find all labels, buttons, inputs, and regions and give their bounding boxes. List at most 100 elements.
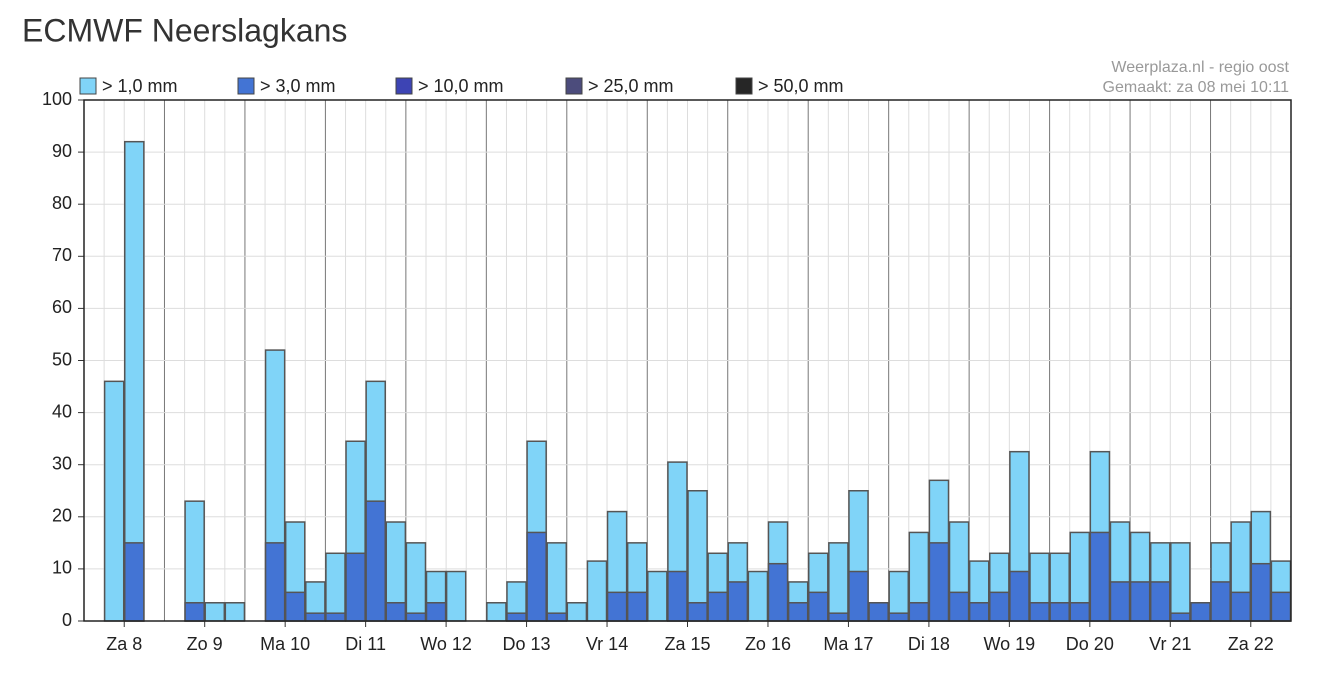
bar	[1170, 542, 1191, 622]
bar	[184, 602, 205, 622]
bar	[687, 490, 708, 622]
bar	[204, 602, 226, 622]
x-tick-label: Wo 19	[984, 634, 1036, 654]
bar	[546, 612, 568, 622]
plot-frame	[83, 99, 1292, 622]
bar	[1250, 562, 1272, 622]
x-tick-label: Vr 21	[1149, 634, 1191, 654]
bar	[284, 591, 306, 622]
y-tick-label: 0	[62, 610, 72, 630]
bar	[1109, 581, 1131, 622]
bar	[928, 542, 950, 622]
y-tick-label: 100	[42, 89, 72, 109]
bar	[767, 562, 789, 622]
bar	[224, 602, 246, 622]
legend-label: > 3,0 mm	[260, 76, 336, 96]
y-tick-label: 50	[52, 349, 72, 369]
x-tick-label: Di 11	[345, 634, 386, 654]
bar	[888, 612, 910, 622]
bar	[868, 602, 889, 622]
bar	[486, 602, 507, 622]
bar	[1149, 581, 1171, 622]
bar	[305, 612, 326, 622]
bar	[1009, 570, 1030, 622]
x-tick-label: Zo 9	[187, 634, 223, 654]
bar	[1230, 591, 1252, 622]
bar	[405, 542, 427, 622]
y-tick-label: 30	[52, 453, 72, 473]
bar	[325, 612, 346, 622]
x-tick-label: Di 18	[908, 634, 950, 654]
y-tick-label: 60	[52, 297, 72, 317]
bar	[566, 602, 588, 622]
bar	[687, 602, 708, 622]
bar	[546, 542, 568, 622]
legend-label: > 1,0 mm	[102, 76, 178, 96]
x-tick-label: Za 15	[664, 634, 710, 654]
bar	[425, 602, 447, 622]
y-tick-label: 40	[52, 401, 72, 421]
x-tick-label: Ma 10	[260, 634, 310, 654]
bar	[1270, 591, 1292, 622]
chart-title: ECMWF Neerslagkans	[22, 12, 347, 48]
bar	[405, 612, 427, 622]
bar	[345, 552, 366, 622]
x-tick-label: Zo 16	[745, 634, 791, 654]
legend-swatch	[565, 77, 583, 95]
bar	[385, 602, 407, 622]
bar	[807, 591, 829, 622]
y-tick-label: 80	[52, 193, 72, 213]
bar	[727, 581, 749, 622]
x-tick-label: Vr 14	[586, 634, 628, 654]
bar	[1170, 612, 1191, 622]
bar	[606, 591, 628, 622]
bar	[123, 542, 145, 622]
bar	[1069, 602, 1091, 622]
y-tick-label: 20	[52, 506, 72, 526]
y-tick-label: 90	[52, 141, 72, 161]
legend-swatch	[735, 77, 753, 95]
bar	[1089, 531, 1111, 622]
bar	[667, 570, 688, 622]
bar	[526, 531, 547, 622]
bar	[647, 570, 668, 622]
created-note: Gemaakt: za 08 mei 10:11	[1103, 79, 1290, 96]
legend-swatch	[237, 77, 255, 95]
bar	[1029, 602, 1050, 622]
bar	[365, 500, 386, 622]
legend-label: > 25,0 mm	[588, 76, 674, 96]
bar	[325, 552, 346, 622]
bar	[787, 602, 809, 622]
bar	[707, 591, 728, 622]
source-note: Weerplaza.nl - regio oost	[1111, 59, 1289, 76]
legend-label: > 10,0 mm	[418, 76, 504, 96]
x-tick-label: Ma 17	[823, 634, 873, 654]
legend-label: > 50,0 mm	[758, 76, 844, 96]
x-tick-label: Do 20	[1066, 634, 1114, 654]
legend-swatch	[79, 77, 97, 95]
bar	[747, 570, 769, 622]
bar	[1049, 602, 1070, 622]
bar	[586, 560, 608, 622]
x-tick-label: Do 13	[503, 634, 551, 654]
y-tick-label: 70	[52, 245, 72, 265]
bar	[445, 570, 467, 622]
bar	[828, 612, 849, 622]
bar	[948, 591, 970, 622]
bar	[1210, 581, 1231, 622]
y-tick-label: 10	[52, 558, 72, 578]
bar	[103, 380, 125, 622]
x-tick-label: Za 8	[106, 634, 142, 654]
x-tick-label: Wo 12	[420, 634, 472, 654]
bar	[1129, 581, 1151, 622]
bar	[848, 570, 869, 622]
bar	[1190, 602, 1211, 622]
x-tick-label: Za 22	[1228, 634, 1274, 654]
bar	[506, 612, 527, 622]
bar	[828, 542, 849, 622]
bar	[626, 591, 648, 622]
bar	[968, 602, 990, 622]
legend-swatch	[395, 77, 413, 95]
bar	[264, 542, 286, 622]
